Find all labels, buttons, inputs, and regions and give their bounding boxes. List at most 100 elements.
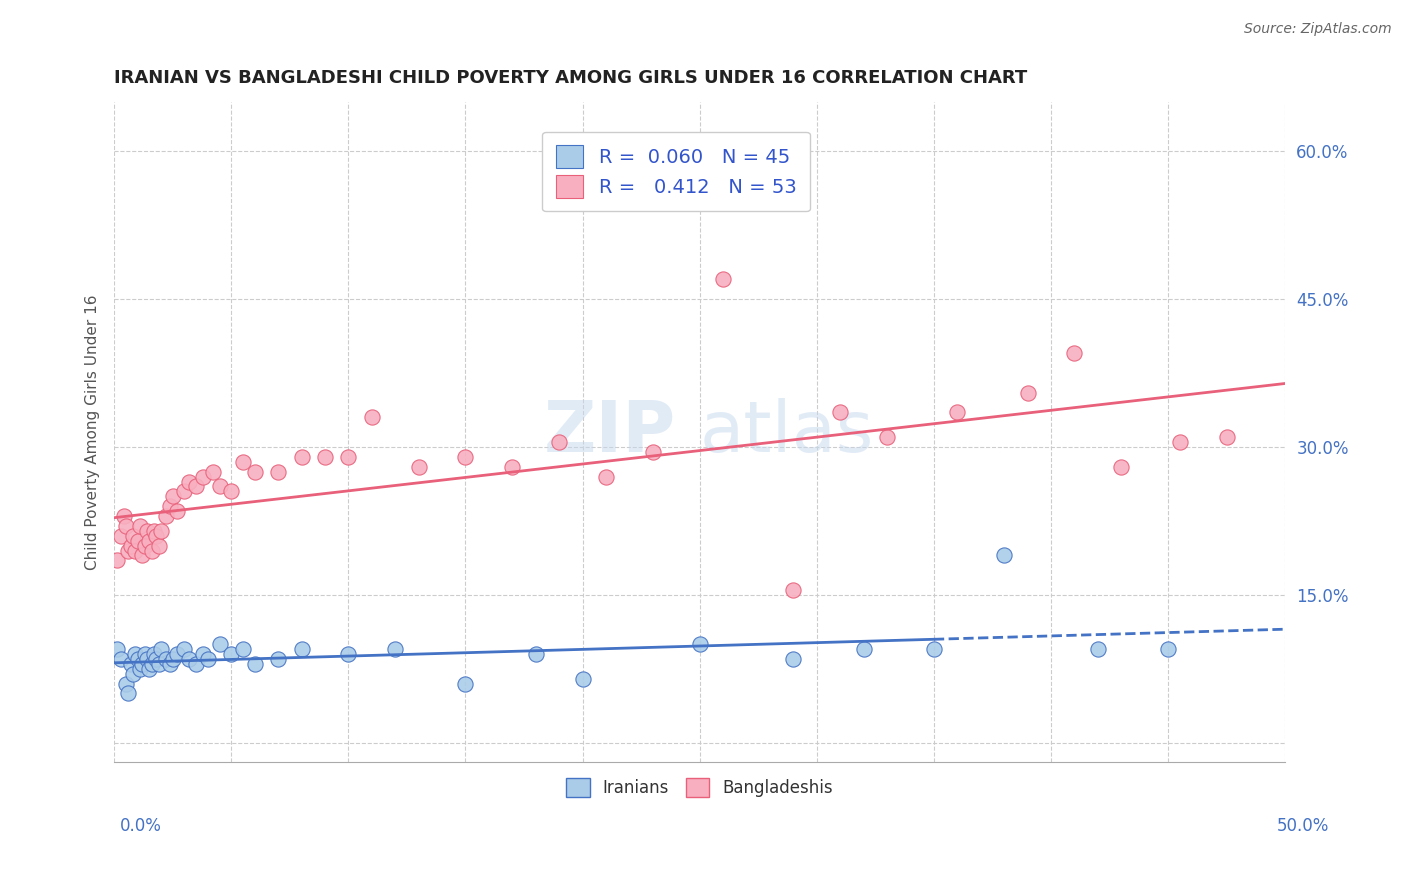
- Point: [186, 657, 208, 671]
- Point: [524, 647, 547, 661]
- Point: [243, 657, 266, 671]
- Point: [201, 465, 224, 479]
- Point: [290, 450, 312, 464]
- Point: [1087, 642, 1109, 657]
- Point: [1017, 385, 1039, 400]
- Point: [454, 450, 477, 464]
- Point: [193, 469, 215, 483]
- Point: [193, 647, 215, 661]
- Point: [876, 430, 898, 444]
- Point: [1157, 642, 1180, 657]
- Point: [166, 504, 188, 518]
- Text: Source: ZipAtlas.com: Source: ZipAtlas.com: [1244, 22, 1392, 37]
- Point: [115, 676, 138, 690]
- Point: [122, 666, 145, 681]
- Point: [141, 657, 163, 671]
- Point: [782, 582, 804, 597]
- Point: [127, 652, 149, 666]
- Point: [186, 479, 208, 493]
- Point: [105, 553, 128, 567]
- Text: ZIP: ZIP: [544, 398, 676, 467]
- Point: [641, 445, 664, 459]
- Point: [155, 652, 177, 666]
- Point: [136, 652, 159, 666]
- Point: [148, 657, 170, 671]
- Point: [179, 475, 201, 489]
- Point: [124, 543, 146, 558]
- Y-axis label: Child Poverty Among Girls Under 16: Child Poverty Among Girls Under 16: [86, 294, 100, 570]
- Point: [1063, 346, 1085, 360]
- Point: [127, 533, 149, 548]
- Point: [1215, 430, 1237, 444]
- Point: [221, 647, 243, 661]
- Point: [141, 543, 163, 558]
- Point: [922, 642, 945, 657]
- Point: [232, 642, 254, 657]
- Point: [454, 676, 477, 690]
- Point: [150, 524, 173, 538]
- Point: [134, 647, 156, 661]
- Point: [143, 647, 166, 661]
- Point: [337, 647, 360, 661]
- Point: [131, 549, 153, 563]
- Point: [408, 459, 430, 474]
- Point: [138, 533, 160, 548]
- Point: [162, 652, 184, 666]
- Point: [571, 672, 593, 686]
- Point: [852, 642, 875, 657]
- Point: [110, 529, 132, 543]
- Text: atlas: atlas: [700, 398, 875, 467]
- Point: [115, 519, 138, 533]
- Point: [946, 405, 969, 419]
- Point: [129, 662, 152, 676]
- Point: [232, 455, 254, 469]
- Point: [221, 484, 243, 499]
- Point: [162, 489, 184, 503]
- Point: [267, 652, 290, 666]
- Point: [595, 469, 617, 483]
- Point: [501, 459, 523, 474]
- Point: [129, 519, 152, 533]
- Point: [110, 652, 132, 666]
- Point: [337, 450, 360, 464]
- Text: 0.0%: 0.0%: [120, 817, 162, 835]
- Point: [384, 642, 406, 657]
- Point: [122, 529, 145, 543]
- Legend: Iranians, Bangladeshis: Iranians, Bangladeshis: [560, 771, 839, 804]
- Point: [136, 524, 159, 538]
- Point: [243, 465, 266, 479]
- Point: [197, 652, 219, 666]
- Point: [1168, 435, 1191, 450]
- Point: [131, 657, 153, 671]
- Point: [290, 642, 312, 657]
- Text: 50.0%: 50.0%: [1277, 817, 1329, 835]
- Point: [267, 465, 290, 479]
- Point: [173, 642, 195, 657]
- Point: [830, 405, 852, 419]
- Point: [314, 450, 336, 464]
- Point: [155, 508, 177, 523]
- Point: [1109, 459, 1132, 474]
- Point: [179, 652, 201, 666]
- Point: [105, 642, 128, 657]
- Text: IRANIAN VS BANGLADESHI CHILD POVERTY AMONG GIRLS UNDER 16 CORRELATION CHART: IRANIAN VS BANGLADESHI CHILD POVERTY AMO…: [114, 69, 1028, 87]
- Point: [112, 508, 135, 523]
- Point: [360, 410, 382, 425]
- Point: [150, 642, 173, 657]
- Point: [120, 657, 142, 671]
- Point: [145, 652, 167, 666]
- Point: [993, 549, 1015, 563]
- Point: [145, 529, 167, 543]
- Point: [548, 435, 571, 450]
- Point: [117, 686, 139, 700]
- Point: [148, 539, 170, 553]
- Point: [689, 637, 711, 651]
- Point: [124, 647, 146, 661]
- Point: [138, 662, 160, 676]
- Point: [173, 484, 195, 499]
- Point: [117, 543, 139, 558]
- Point: [208, 479, 231, 493]
- Point: [782, 652, 804, 666]
- Point: [208, 637, 231, 651]
- Point: [134, 539, 156, 553]
